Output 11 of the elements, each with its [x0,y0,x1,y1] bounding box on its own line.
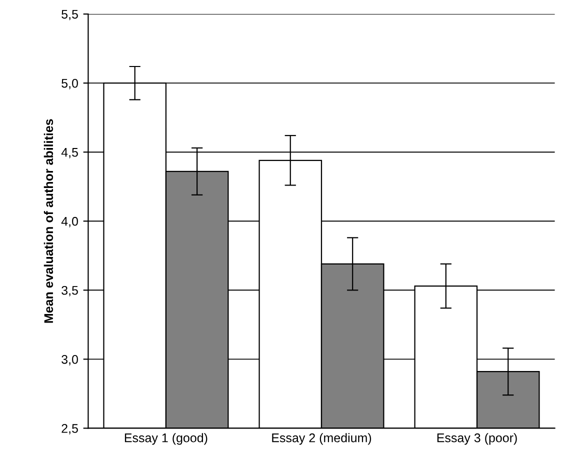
y-tick-label: 3,0 [62,354,78,366]
y-tick-label: 4,5 [61,148,78,158]
y-tick-label: 4,0 [61,216,78,228]
x-tick-label: Essay 1 (good) [124,433,208,445]
y-tick-label: 3,5 [62,286,78,296]
x-tick-label: Essay 3 (poor) [437,433,517,445]
y-tick-label: 5,0 [62,78,78,90]
y-tick-label: 5,5 [62,10,78,20]
y-axis-title: Mean evaluation of author abilities [44,119,54,323]
y-tick-label: 2,5 [62,424,78,434]
x-tick-label: Essay 2 (medium) [272,433,372,445]
